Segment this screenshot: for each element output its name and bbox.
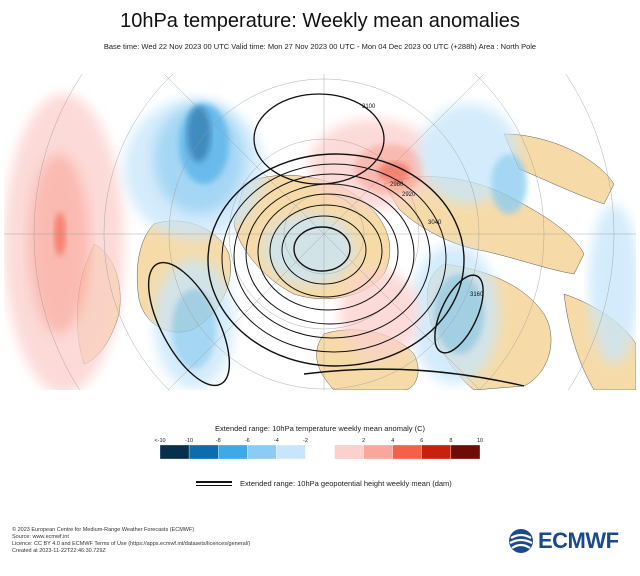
colorbar-tick-label: -8 [216,438,221,444]
colorbar-tick-label: 10 [477,438,483,444]
colorbar-tick-label: <-10 [154,438,165,444]
height-contour-3 [269,204,383,298]
chart-title: 10hPa temperature: Weekly mean anomalies [120,10,520,32]
colorbar-swatch [363,444,393,460]
colorbar-swatch [392,444,422,460]
colorbar-swatch [334,444,364,460]
colorbar-swatch [276,444,306,460]
footer-line: Licence: CC BY 4.0 and ECMWF Terms of Us… [12,541,251,547]
meridian-3 [323,233,481,390]
colorbar-swatch [450,444,481,460]
height-low-east [434,274,484,354]
height-contour-1 [293,226,351,272]
colorbar-swatch [247,444,277,460]
ecmwf-logo: ECMWF [508,528,632,554]
cold-anomaly-far-east [589,204,636,364]
height-contours [147,93,525,387]
graticule [4,74,636,390]
height-contour-6 [233,173,431,339]
footer-line: Created at 2023-11-22T22:46:30.729Z [12,548,106,554]
contour-label: 3100 [362,104,376,110]
meridian-5 [167,233,325,390]
colorbar-swatch [421,444,452,460]
height-contour-4 [257,193,399,311]
cold-anomaly-north-core [187,106,211,162]
colorbar-swatch [305,445,335,459]
contour-legend: Extended range: 10hPa geopotential heigh… [196,478,496,492]
cold-anomaly-southwest-core [172,289,216,369]
polar-map: 3100 2980 3040 2920 3160 [4,74,636,390]
height-contour-7 [221,163,447,353]
contour-label: 2920 [402,192,416,198]
height-high-north [253,93,385,185]
footer-credits: © 2023 European Centre for Medium-Range … [12,527,250,555]
height-contour-south-arc [303,368,525,387]
colorbar-tick-label: 2 [362,438,365,444]
contour-label: 3040 [428,220,442,226]
contour-legend-swatch [196,481,232,487]
colorbar-tick-label: -2 [303,438,308,444]
height-contour-8 [207,153,465,367]
colorbar-title: Extended range: 10hPa temperature weekly… [214,424,426,433]
cold-anomaly-east-core [434,274,484,354]
warm-anomaly-europe [339,269,419,359]
colorbar-tick-label: -4 [274,438,279,444]
contour-label: 2980 [390,182,404,188]
height-contour-2 [281,215,367,285]
contour-label: 3160 [470,292,484,298]
map-svg: 3100 2980 3040 2920 3160 [4,74,636,390]
colorbar-tick-label: 4 [391,438,394,444]
land-north-pacific-rim [503,133,615,205]
contour-labels: 3100 2980 3040 2920 3160 [362,104,484,298]
footer-line: Source: www.ecmwf.int [12,534,69,540]
ecmwf-logo-text: ECMWF [538,528,619,553]
colorbar-tick-label: 8 [449,438,452,444]
chart-subtitle: Base time: Wed 22 Nov 2023 00 UTC Valid … [103,42,537,51]
footer-line: © 2023 European Centre for Medium-Range … [12,527,195,533]
meridian-1 [323,74,485,235]
contour-legend-label: Extended range: 10hPa geopotential heigh… [240,479,452,488]
colorbar-swatch [218,444,248,460]
colorbar-tick-label: -6 [245,438,250,444]
height-low-southwest [147,261,231,387]
warm-anomaly-north-core [378,162,410,182]
colorbar-tick-label: 6 [420,438,423,444]
colorbar-swatch [188,444,219,460]
meridian-7 [163,74,325,235]
colorbar-swatch [159,444,190,460]
cold-anomaly-northeast-core [491,154,527,214]
ecmwf-logo-icon [509,529,533,553]
colorbar-tick-label: -10 [185,438,193,444]
